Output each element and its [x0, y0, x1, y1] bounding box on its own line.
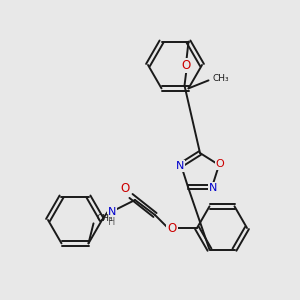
- Text: N: N: [209, 183, 217, 193]
- Text: N: N: [108, 207, 116, 217]
- Text: O: O: [167, 221, 177, 235]
- Text: O: O: [120, 182, 130, 194]
- Text: O: O: [216, 159, 224, 169]
- Text: N: N: [176, 161, 184, 171]
- Text: O: O: [182, 59, 191, 72]
- Text: H: H: [108, 217, 116, 227]
- Text: CH₃: CH₃: [212, 74, 229, 83]
- Text: CH₃: CH₃: [97, 214, 113, 223]
